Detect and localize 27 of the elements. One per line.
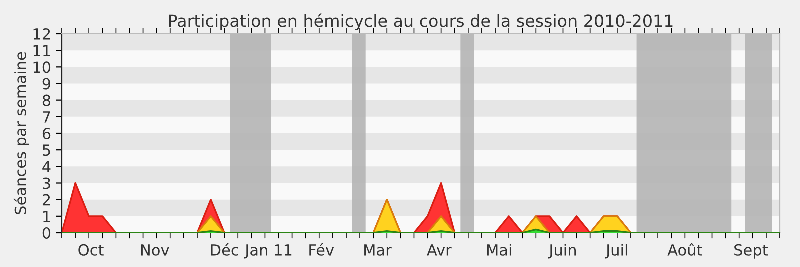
chart-title: Participation en hémicycle au cours de la session 2010-2011 <box>169 14 673 31</box>
y-tick-label: 0 <box>42 227 51 240</box>
x-tick-label: Juin <box>548 244 576 259</box>
x-tick-label: Déc <box>211 244 238 256</box>
x-tick-label: Nov <box>141 244 170 256</box>
y-tick-label: 8 <box>42 94 51 106</box>
x-tick-label: Jan 11 <box>244 244 292 259</box>
y-axis-title: Séances par semaine <box>14 52 30 214</box>
y-tick-label: 1 <box>44 211 50 222</box>
x-tick-label: Avr <box>427 244 452 256</box>
x-tick-label: Juil <box>605 244 628 259</box>
y-tick-label: 10 <box>34 62 51 74</box>
x-tick-label: Fév <box>310 244 334 256</box>
x-tick-label: Oct <box>78 244 104 256</box>
y-tick-label: 2 <box>42 194 50 206</box>
y-tick-label: 5 <box>43 144 50 156</box>
y-tick-label: 11 <box>34 45 50 56</box>
y-tick-label: 3 <box>43 178 50 190</box>
x-tick-label: Mai <box>487 244 512 256</box>
x-tick-label: Août <box>668 244 702 256</box>
x-tick-label: Mar <box>364 244 392 256</box>
y-tick-label: 9 <box>42 78 51 90</box>
x-tick-label: Sept <box>734 244 768 259</box>
y-tick-label: 7 <box>43 112 50 123</box>
y-tick-label: 12 <box>34 28 50 40</box>
y-tick-label: 6 <box>42 128 51 140</box>
y-tick-label: 4 <box>42 161 51 172</box>
